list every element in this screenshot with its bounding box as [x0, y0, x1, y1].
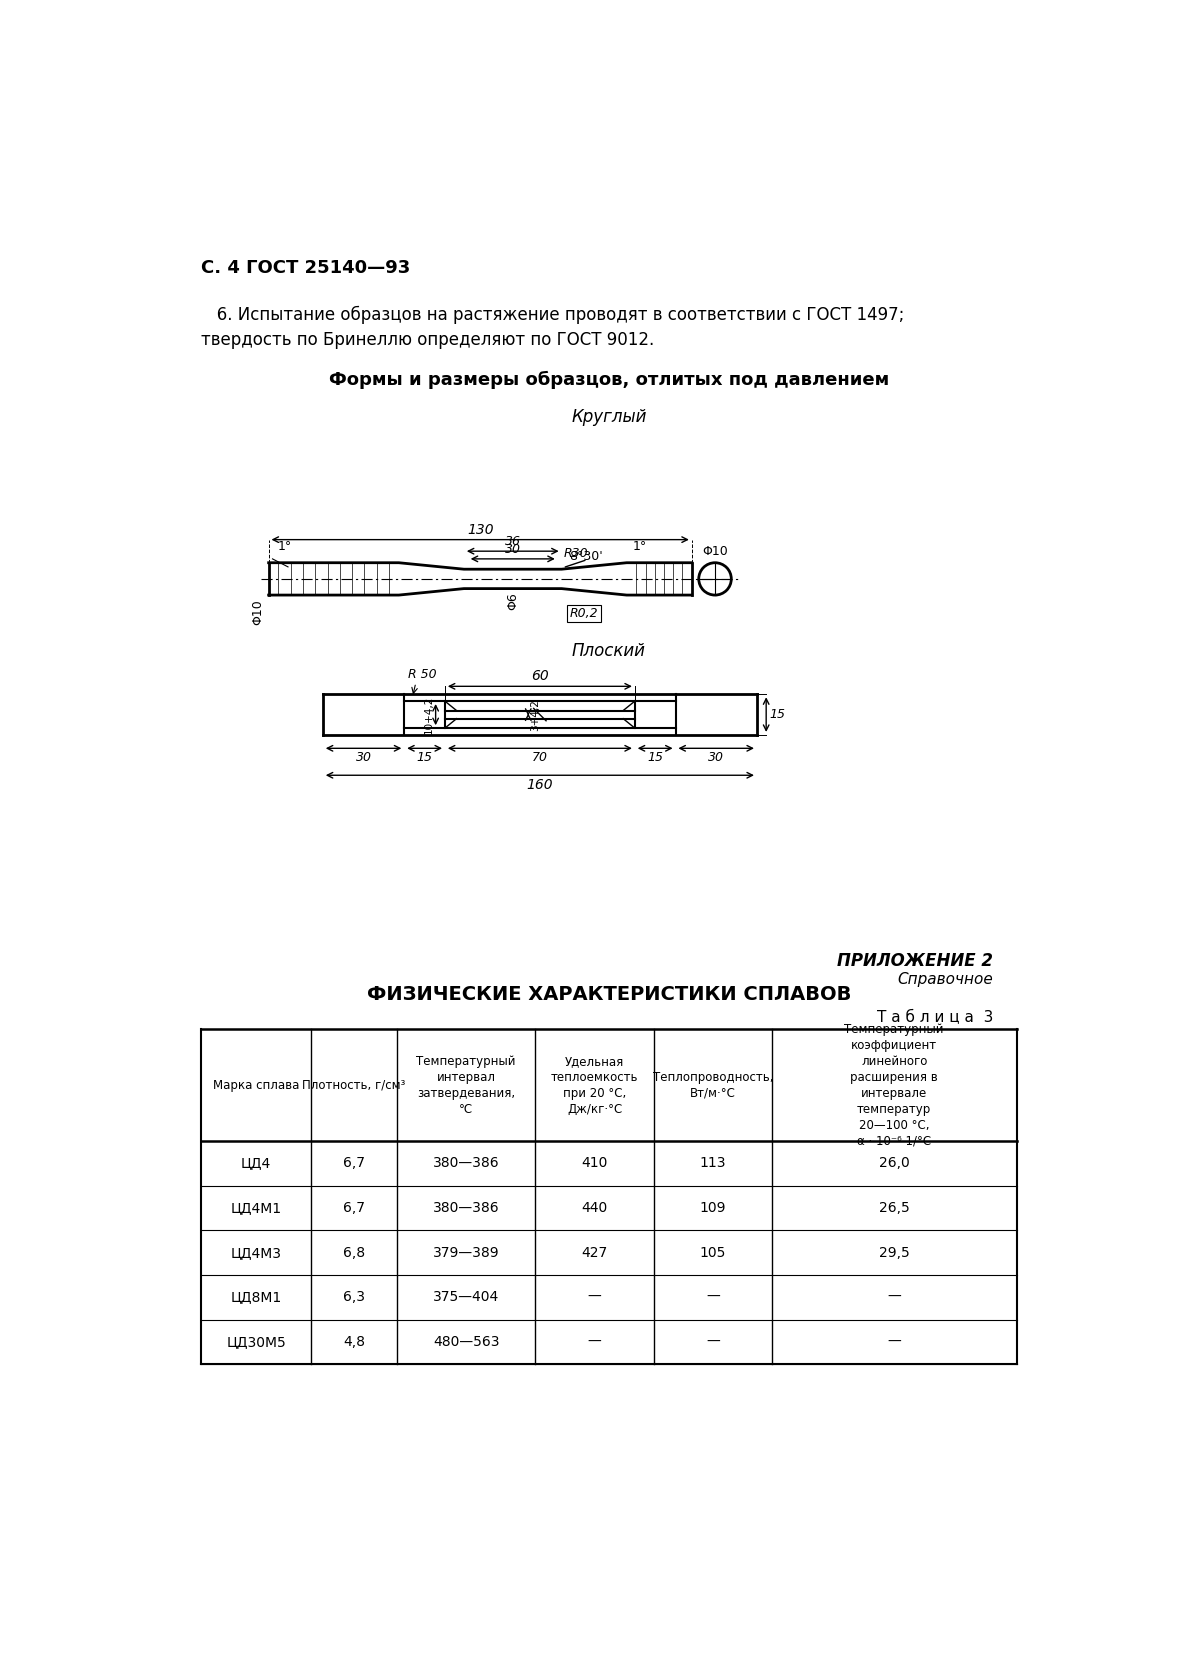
Text: 3+4,2: 3+4,2	[530, 699, 539, 731]
Text: R30: R30	[564, 548, 588, 559]
Text: Теплопроводность,
Вт/м·°С: Теплопроводность, Вт/м·°С	[652, 1070, 773, 1100]
Text: —: —	[706, 1290, 720, 1304]
Text: 4,8: 4,8	[343, 1336, 365, 1349]
Text: R 50: R 50	[409, 669, 437, 680]
Text: ЦД4М3: ЦД4М3	[230, 1245, 282, 1260]
Text: 160: 160	[526, 778, 554, 793]
Text: 480—563: 480—563	[432, 1336, 499, 1349]
Text: Формы и размеры образцов, отлитых под давлением: Формы и размеры образцов, отлитых под да…	[329, 371, 889, 390]
Text: Удельная
теплоемкость
при 20 °С,
Дж/кг·°С: Удельная теплоемкость при 20 °С, Дж/кг·°…	[551, 1055, 638, 1116]
Text: Φ10: Φ10	[252, 598, 265, 625]
Text: ЦД4М1: ЦД4М1	[230, 1201, 282, 1215]
Text: 109: 109	[700, 1201, 726, 1215]
Text: 440: 440	[581, 1201, 608, 1215]
Text: Т а б л и ц а  3: Т а б л и ц а 3	[877, 1010, 993, 1025]
Text: 26,0: 26,0	[879, 1156, 910, 1171]
Text: 427: 427	[581, 1245, 608, 1260]
Text: Φ6: Φ6	[506, 593, 519, 610]
Text: 6. Испытание образцов на растяжение проводят в соответствии с ГОСТ 1497;: 6. Испытание образцов на растяжение пров…	[201, 306, 904, 324]
Text: Φ10: Φ10	[702, 544, 728, 558]
Text: 375—404: 375—404	[434, 1290, 499, 1304]
Text: 6,8: 6,8	[343, 1245, 365, 1260]
Text: 410: 410	[581, 1156, 608, 1171]
Text: Справочное: Справочное	[897, 971, 993, 986]
Text: 10+4,2: 10+4,2	[424, 696, 434, 734]
Text: 30: 30	[708, 751, 725, 764]
Text: —: —	[887, 1336, 901, 1349]
Text: ЦД8М1: ЦД8М1	[230, 1290, 282, 1304]
Text: 26,5: 26,5	[879, 1201, 910, 1215]
Text: 130: 130	[467, 522, 493, 536]
Text: 1°: 1°	[633, 541, 647, 553]
Text: —: —	[706, 1336, 720, 1349]
Text: Круглый: Круглый	[571, 408, 646, 427]
Text: твердость по Бринеллю определяют по ГОСТ 9012.: твердость по Бринеллю определяют по ГОСТ…	[201, 331, 655, 349]
Text: 380—386: 380—386	[432, 1201, 499, 1215]
Text: ФИЗИЧЕСКИЕ ХАРАКТЕРИСТИКИ СПЛАВОВ: ФИЗИЧЕСКИЕ ХАРАКТЕРИСТИКИ СПЛАВОВ	[367, 986, 851, 1005]
Text: Плоский: Плоский	[571, 642, 646, 660]
Text: 15: 15	[647, 751, 663, 764]
Text: 8°30': 8°30'	[569, 549, 604, 563]
Text: Температурный
интервал
затвердевания,
°С: Температурный интервал затвердевания, °С	[417, 1055, 516, 1116]
Text: —: —	[588, 1290, 601, 1304]
Text: 379—389: 379—389	[432, 1245, 499, 1260]
Text: ЦД4: ЦД4	[241, 1156, 271, 1171]
Text: 60: 60	[531, 669, 549, 684]
Text: Плотность, г/см³: Плотность, г/см³	[303, 1079, 406, 1092]
Text: С. 4 ГОСТ 25140—93: С. 4 ГОСТ 25140—93	[201, 259, 410, 277]
Text: 70: 70	[532, 751, 548, 764]
Text: 6,3: 6,3	[343, 1290, 365, 1304]
Text: 1°: 1°	[278, 541, 292, 553]
Text: 380—386: 380—386	[432, 1156, 499, 1171]
Text: R0,2: R0,2	[569, 606, 598, 620]
Text: —: —	[588, 1336, 601, 1349]
Text: 30: 30	[505, 543, 520, 556]
Text: Температурный
коэффициент
линейного
расширения в
интервале
температур
20—100 °С,: Температурный коэффициент линейного расш…	[845, 1023, 944, 1147]
Text: 113: 113	[700, 1156, 726, 1171]
Text: Марка сплава: Марка сплава	[213, 1079, 299, 1092]
Text: 36: 36	[505, 536, 520, 548]
Text: ПРИЛОЖЕНИЕ 2: ПРИЛОЖЕНИЕ 2	[838, 953, 993, 971]
Text: ЦД30М5: ЦД30М5	[227, 1336, 286, 1349]
Text: 15: 15	[770, 707, 785, 721]
Text: 6,7: 6,7	[343, 1156, 365, 1171]
Text: 105: 105	[700, 1245, 726, 1260]
Text: —: —	[887, 1290, 901, 1304]
Text: 30: 30	[355, 751, 372, 764]
Text: 6,7: 6,7	[343, 1201, 365, 1215]
Text: 29,5: 29,5	[879, 1245, 910, 1260]
Text: 15: 15	[417, 751, 432, 764]
